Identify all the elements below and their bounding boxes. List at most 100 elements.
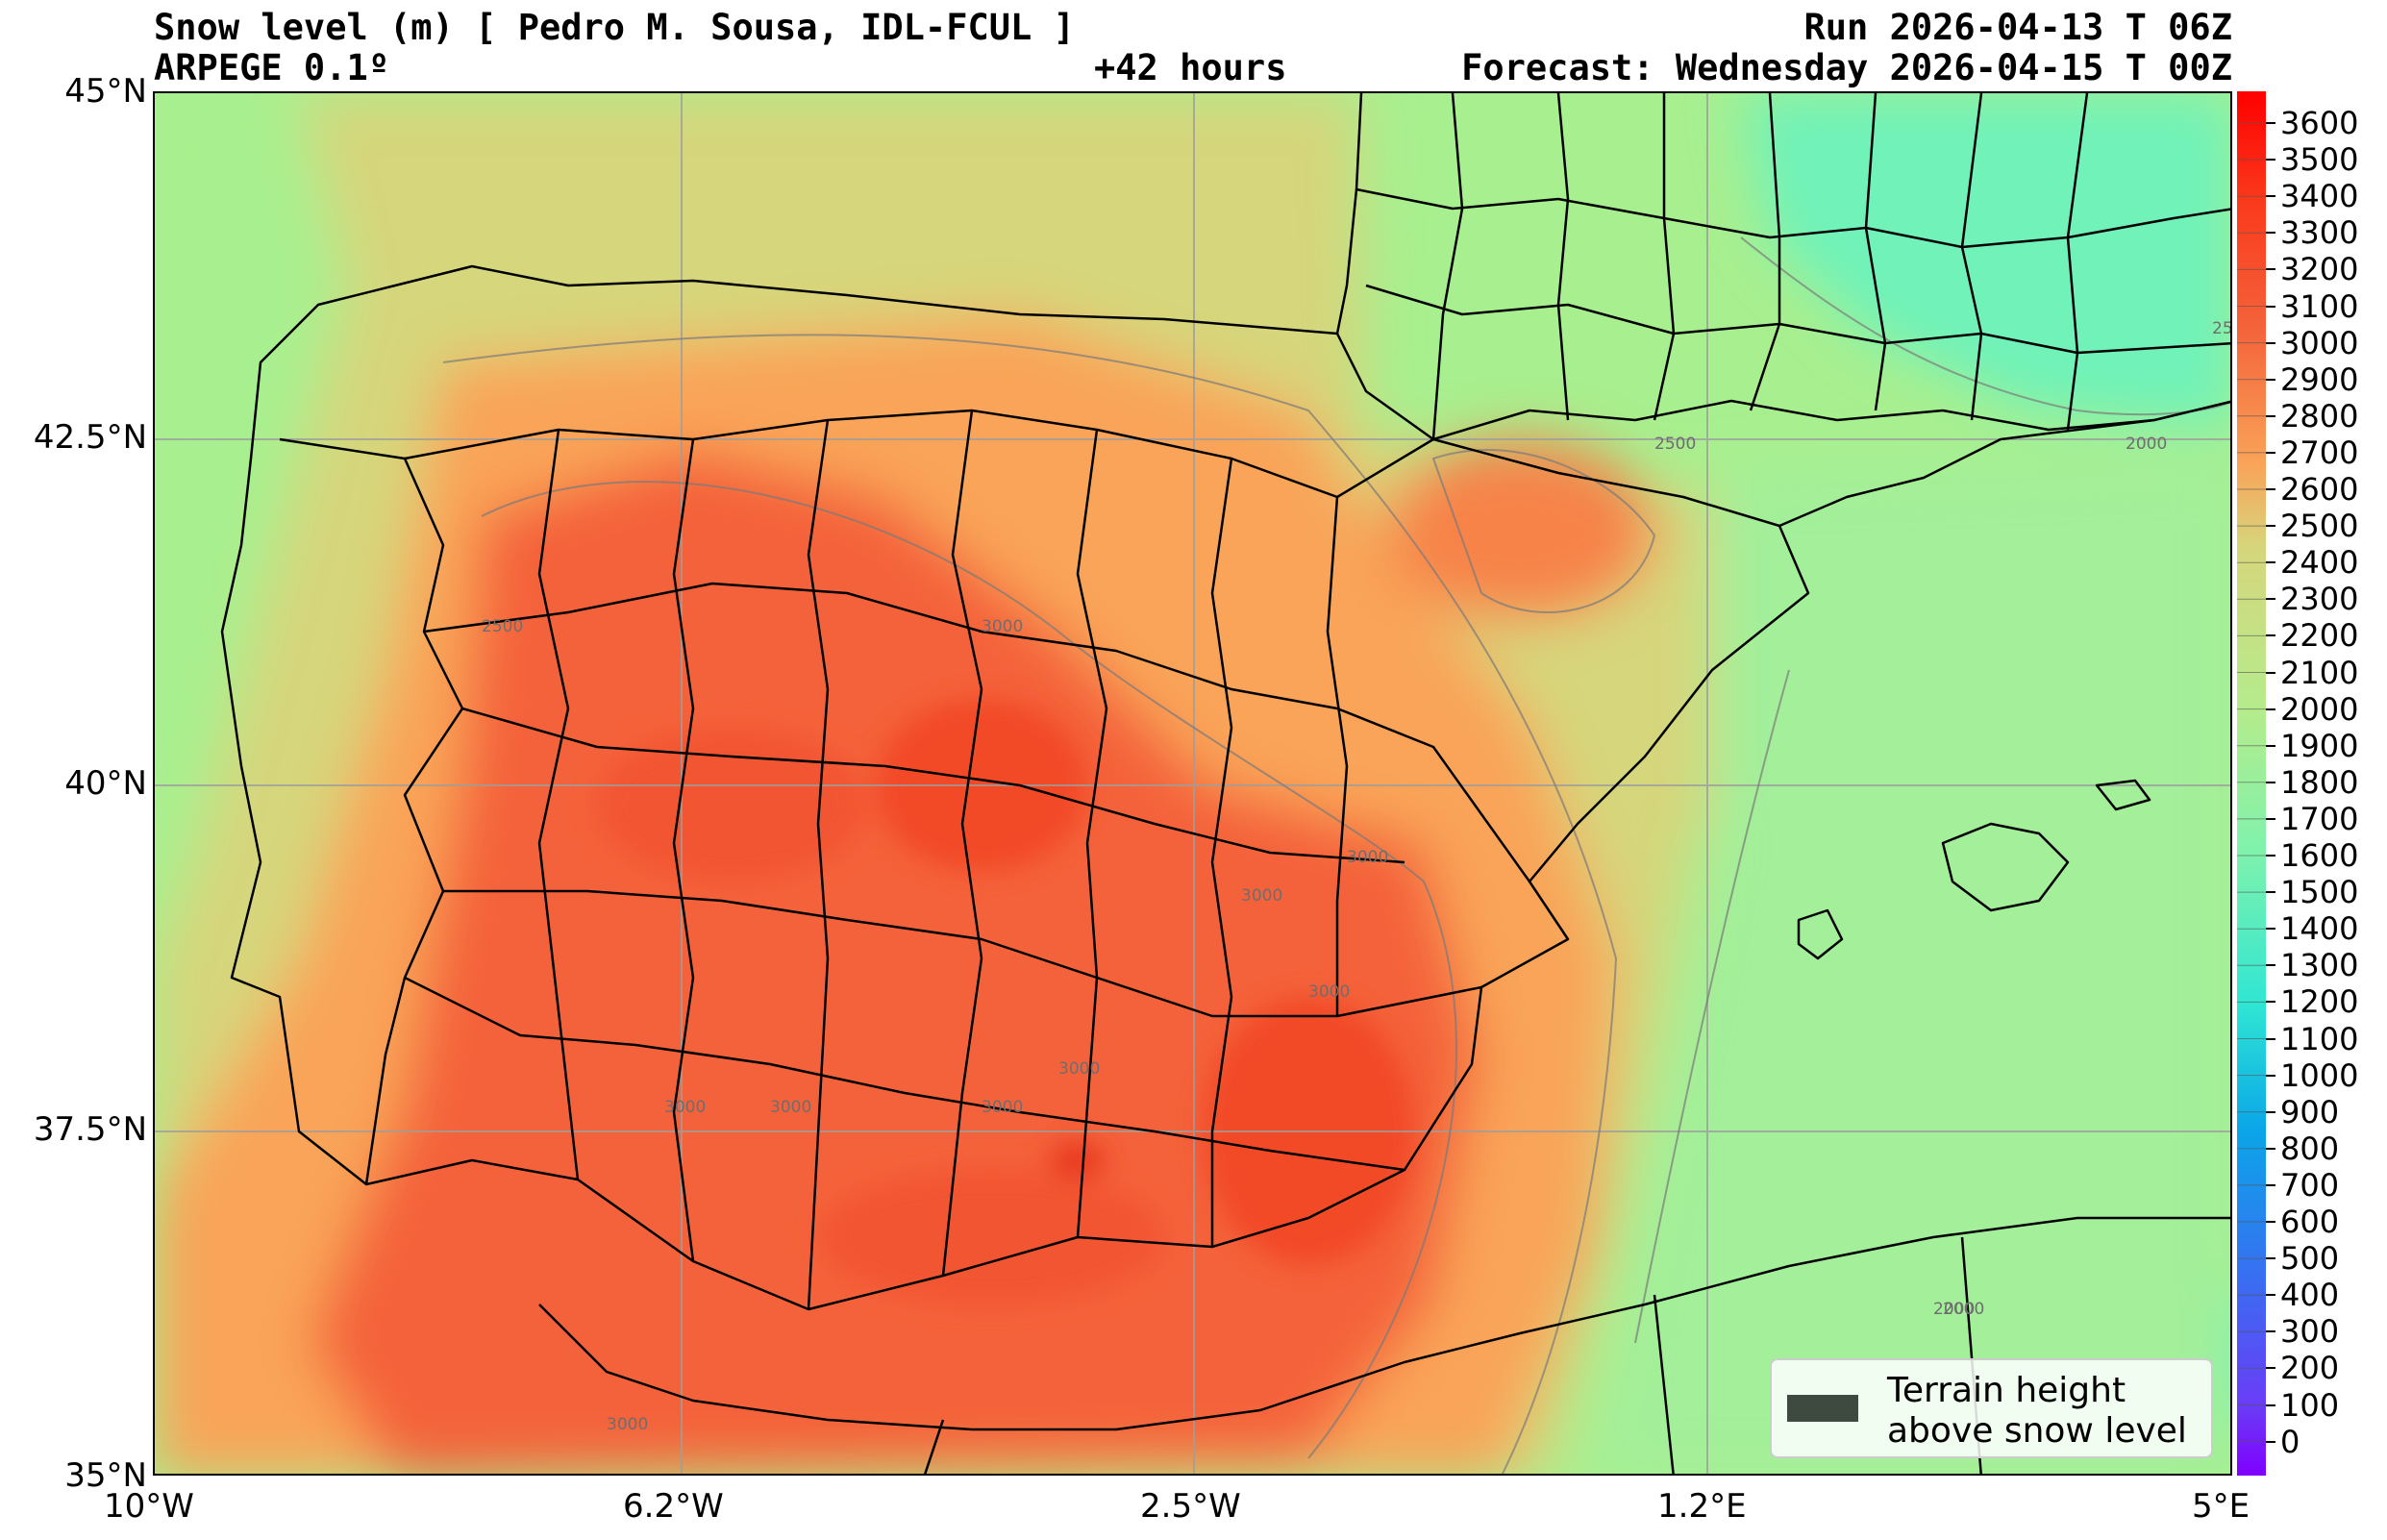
colorbar-tick: [2266, 1001, 2275, 1004]
lead-time-label: +42 hours: [1094, 47, 1287, 88]
colorbar: [2237, 91, 2266, 1476]
map-title: Snow level (m) [ Pedro M. Sousa, IDL-FCU…: [154, 7, 1075, 48]
colorbar-label: 1200: [2280, 983, 2359, 1021]
colorbar-label: 3200: [2280, 251, 2359, 288]
colorbar-label: 400: [2280, 1277, 2340, 1314]
colorbar-label: 2000: [2280, 690, 2359, 728]
boundaries: [220, 93, 2230, 1474]
colorbar-tick: [2266, 195, 2275, 198]
lon-tick-label: 1.2°E: [1657, 1487, 1747, 1526]
colorbar-tick: [2266, 708, 2275, 710]
field-ebro-pocket: [1385, 439, 1654, 622]
colorbar-tick: [2266, 964, 2275, 967]
colorbar-tick: [2266, 414, 2275, 417]
colorbar-gradient: [2237, 91, 2266, 1476]
colorbar-tick: [2266, 1294, 2275, 1297]
colorbar-label: 1600: [2280, 837, 2359, 874]
field-redorange: [309, 449, 1481, 1474]
portugal-spain-border: [279, 437, 464, 1185]
colorbar-tick: [2266, 781, 2275, 783]
colorbar-label: 200: [2280, 1350, 2340, 1387]
contour-label: 2500: [2212, 319, 2232, 338]
colorbar-label: 3300: [2280, 214, 2359, 252]
colorbar-label: 800: [2280, 1130, 2340, 1167]
ibiza: [1797, 908, 1844, 960]
colorbar-label: 1500: [2280, 874, 2359, 911]
lat-tick-label: 37.5°N: [33, 1110, 147, 1149]
colorbar-tick: [2266, 268, 2275, 271]
lat-tick-label: 42.5°N: [33, 418, 147, 457]
contour-label: 3000: [1058, 1059, 1100, 1079]
colorbar-tick: [2266, 855, 2275, 857]
colorbar-label: 0: [2280, 1423, 2300, 1460]
colorbar-label: 3600: [2280, 105, 2359, 141]
colorbar-tick: [2266, 488, 2275, 490]
snow-level-field: 2500250020002000250025003000300030003000…: [155, 93, 2232, 1474]
france-med-coast: [1778, 400, 2230, 528]
colorbar-tick: [2266, 451, 2275, 454]
colorbar-tick: [2266, 1037, 2275, 1040]
legend-text-line2: above snow level: [1887, 1411, 2187, 1451]
africa-coast: [538, 1216, 2230, 1431]
colorbar-label: 2300: [2280, 581, 2359, 618]
contour-lines: [442, 236, 2230, 1474]
lon-tick-label: 5°E: [2192, 1487, 2250, 1526]
field-hot-5: [1049, 1143, 1106, 1178]
contour-label: 3000: [1308, 982, 1350, 1002]
lon-tick-label: 2.5°W: [1140, 1487, 1241, 1526]
colorbar-tick: [2266, 1330, 2275, 1333]
colorbar-tick: [2266, 1221, 2275, 1223]
colorbar-tick: [2266, 1074, 2275, 1077]
colorbar-tick: [2266, 891, 2275, 894]
field-hot-2: [597, 728, 866, 882]
field-hot-4: [818, 1170, 1164, 1304]
contour-label: 3000: [1347, 848, 1388, 867]
colorbar-label: 500: [2280, 1240, 2340, 1278]
colorbar-label: 1700: [2280, 800, 2359, 837]
colorbar-tick: [2266, 122, 2275, 124]
colorbar-label: 2700: [2280, 434, 2359, 471]
colorbar-tick: [2266, 1403, 2275, 1406]
colorbar-label: 1100: [2280, 1020, 2359, 1057]
colorbar-label: 2600: [2280, 471, 2359, 508]
contour-label: 3000: [664, 1098, 706, 1117]
colorbar-label: 2900: [2280, 360, 2359, 398]
colorbar-label: 300: [2280, 1313, 2340, 1351]
colorbar-label: 900: [2280, 1093, 2340, 1130]
lat-tick-label: 35°N: [64, 1456, 147, 1495]
contour-label: 3000: [770, 1098, 811, 1117]
map-area: 2500250020002000250025003000300030003000…: [153, 91, 2232, 1476]
colorbar-label: 3100: [2280, 287, 2359, 325]
menorca: [2095, 779, 2151, 811]
colorbar-label: 1400: [2280, 910, 2359, 948]
colorbar-label: 1800: [2280, 763, 2359, 801]
colorbar-tick: [2266, 232, 2275, 235]
forecast-label: Forecast: Wednesday 2026-04-15 T 00Z: [1461, 47, 2232, 88]
colorbar-tick: [2266, 305, 2275, 308]
lon-tick-label: 6.2°W: [623, 1487, 724, 1526]
colorbar-tick: [2266, 928, 2275, 931]
colorbar-tick: [2266, 561, 2275, 564]
france-coast: [1335, 93, 1363, 335]
iberia-coast: [220, 264, 1810, 1311]
colorbar-tick: [2266, 598, 2275, 601]
colorbar-tick: [2266, 1440, 2275, 1443]
colorbar-label: 2800: [2280, 397, 2359, 435]
colorbar-label: 1300: [2280, 947, 2359, 984]
legend-swatch: [1787, 1395, 1858, 1422]
colorbar-label: 1000: [2280, 1056, 2359, 1094]
colorbar-tick: [2266, 744, 2275, 747]
colorbar-tick: [2266, 159, 2275, 161]
contour-label: 3000: [982, 1098, 1023, 1117]
colorbar-label: 2500: [2280, 508, 2359, 545]
colorbar-tick: [2266, 1257, 2275, 1260]
field-cyan-ne: [1741, 93, 2230, 430]
lon-tick-label: 10°W: [104, 1487, 194, 1526]
colorbar-label: 2200: [2280, 617, 2359, 655]
contour-label: 2500: [482, 617, 523, 636]
contour-label: 3000: [607, 1415, 648, 1434]
contour-label: 2000: [2126, 435, 2167, 454]
colorbar-label: 3000: [2280, 324, 2359, 361]
colorbar-tick: [2266, 1110, 2275, 1113]
colorbar-tick: [2266, 1147, 2275, 1150]
